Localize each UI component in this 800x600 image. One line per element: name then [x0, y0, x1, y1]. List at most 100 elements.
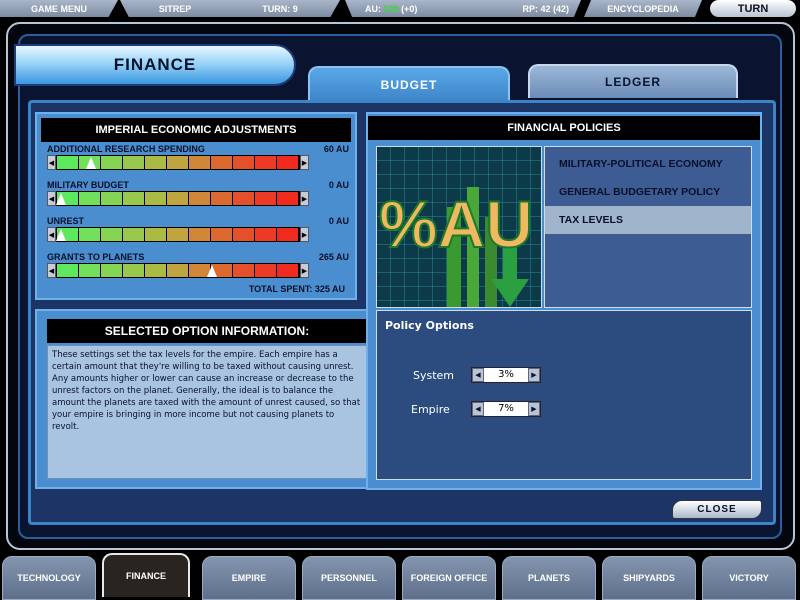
- nav-tab-shipyards[interactable]: SHIPYARDS: [602, 556, 696, 600]
- slider-segment: [79, 228, 101, 241]
- au-label: AU:: [365, 3, 381, 14]
- slider-left-arrow-icon[interactable]: ◀: [47, 263, 56, 278]
- nav-tab-technology[interactable]: TECHNOLOGY: [2, 556, 96, 600]
- slider-label: MILITARY BUDGET: [47, 180, 129, 190]
- slider-thumb[interactable]: [206, 265, 217, 277]
- slider-segment: [57, 156, 79, 169]
- slider-right-arrow-icon[interactable]: ▶: [300, 263, 309, 278]
- increase-arrow-icon[interactable]: ▶: [528, 402, 540, 416]
- slider-label: GRANTS TO PLANETS: [47, 252, 145, 262]
- policies-header: FINANCIAL POLICIES: [368, 116, 760, 140]
- slider-segment: [255, 228, 277, 241]
- slider-right-arrow-icon[interactable]: ▶: [300, 191, 309, 206]
- slider-segment: [233, 156, 255, 169]
- slider-segment: [277, 264, 299, 277]
- slider-segment: [211, 192, 233, 205]
- slider-segment: [167, 228, 189, 241]
- budget-slider[interactable]: ◀ ▶: [47, 227, 309, 242]
- system-tax-spinner[interactable]: ◀ 3% ▶: [471, 367, 541, 383]
- policy-item-general-budgetary-policy[interactable]: GENERAL BUDGETARY POLICY: [559, 186, 721, 198]
- slider-segment: [145, 264, 167, 277]
- slider-label: ADDITIONAL RESEARCH SPENDING: [47, 144, 205, 154]
- financial-policies-panel: FINANCIAL POLICIES %AU MILITARY-POLITICA…: [366, 112, 762, 490]
- slider-left-arrow-icon[interactable]: ◀: [47, 155, 56, 170]
- slider-segment: [123, 192, 145, 205]
- end-turn-button[interactable]: TURN: [710, 0, 796, 17]
- selected-option-panel: SELECTED OPTION INFORMATION: These setti…: [35, 309, 371, 489]
- slider-track[interactable]: [56, 227, 300, 242]
- selected-option-header: SELECTED OPTION INFORMATION:: [47, 319, 367, 343]
- game-menu-button[interactable]: GAME MENU: [0, 0, 118, 17]
- slider-segment: [123, 156, 145, 169]
- slider-segment: [277, 156, 299, 169]
- empire-tax-spinner[interactable]: ◀ 7% ▶: [471, 401, 541, 417]
- slider-segment: [233, 192, 255, 205]
- nav-tab-empire[interactable]: EMPIRE: [202, 556, 296, 600]
- slider-segment: [211, 156, 233, 169]
- tab-budget[interactable]: BUDGET: [308, 66, 510, 102]
- budget-slider[interactable]: ◀ ▶: [47, 263, 309, 278]
- slider-segment: [101, 228, 123, 241]
- nav-tab-personnel[interactable]: PERSONNEL: [302, 556, 396, 600]
- total-spent: TOTAL SPENT: 325 AU: [248, 284, 345, 294]
- nav-tab-foreign-office[interactable]: FOREIGN OFFICE: [402, 556, 496, 600]
- slider-segment: [79, 192, 101, 205]
- slider-track[interactable]: [56, 191, 300, 206]
- page-title: FINANCE: [14, 44, 296, 86]
- slider-left-arrow-icon[interactable]: ◀: [47, 191, 56, 206]
- sitrep-button[interactable]: SITREP: [120, 0, 230, 17]
- system-tax-value: 3%: [498, 369, 514, 380]
- slider-segment: [79, 264, 101, 277]
- slider-thumb[interactable]: [56, 193, 66, 205]
- increase-arrow-icon[interactable]: ▶: [528, 368, 540, 382]
- nav-tab-planets[interactable]: PLANETS: [502, 556, 596, 600]
- slider-segment: [145, 228, 167, 241]
- slider-segment: [167, 192, 189, 205]
- adjustments-header: IMPERIAL ECONOMIC ADJUSTMENTS: [41, 118, 351, 142]
- slider-segment: [101, 156, 123, 169]
- encyclopedia-button[interactable]: ENCYCLOPEDIA: [584, 0, 702, 17]
- slider-segment: [101, 192, 123, 205]
- slider-right-arrow-icon[interactable]: ▶: [300, 155, 309, 170]
- slider-value: 265 AU: [318, 252, 349, 262]
- slider-segment: [101, 264, 123, 277]
- policy-item-tax-levels[interactable]: TAX LEVELS: [545, 206, 751, 234]
- finance-illustration: %AU: [376, 146, 542, 308]
- budget-slider[interactable]: ◀ ▶: [47, 155, 309, 170]
- economic-adjustments-panel: IMPERIAL ECONOMIC ADJUSTMENTS ADDITIONAL…: [35, 112, 357, 300]
- policy-item-military-political-economy[interactable]: MILITARY-POLITICAL ECONOMY: [559, 158, 723, 170]
- slider-thumb[interactable]: [56, 229, 66, 241]
- slider-segment: [255, 192, 277, 205]
- option-description: These settings set the tax levels for th…: [47, 345, 367, 479]
- slider-right-arrow-icon[interactable]: ▶: [300, 227, 309, 242]
- budget-slider[interactable]: ◀ ▶: [47, 191, 309, 206]
- tab-ledger[interactable]: LEDGER: [528, 64, 738, 98]
- slider-segment: [145, 192, 167, 205]
- close-button[interactable]: CLOSE: [672, 500, 762, 519]
- slider-segment: [123, 228, 145, 241]
- slider-value: 60 AU: [323, 144, 349, 154]
- empire-label: Empire: [411, 403, 450, 416]
- slider-label: UNREST: [47, 216, 85, 226]
- slider-track[interactable]: [56, 263, 300, 278]
- policy-options-title: Policy Options: [385, 319, 474, 332]
- slider-thumb[interactable]: [85, 157, 96, 169]
- slider-segment: [277, 192, 299, 205]
- slider-segment: [167, 264, 189, 277]
- decrease-arrow-icon[interactable]: ◀: [472, 368, 484, 382]
- nav-tab-finance[interactable]: FINANCE: [102, 553, 190, 597]
- nav-tab-victory[interactable]: VICTORY: [702, 556, 796, 600]
- policy-options-area: Policy Options System ◀ 3% ▶ Empire ◀ 7% ▶: [376, 310, 752, 480]
- percent-au-chart-icon: %AU: [377, 147, 541, 307]
- slider-value: 0 AU: [328, 180, 349, 190]
- slider-segment: [233, 228, 255, 241]
- slider-segment: [123, 264, 145, 277]
- au-delta: (+0): [401, 3, 418, 14]
- slider-left-arrow-icon[interactable]: ◀: [47, 227, 56, 242]
- slider-segment: [167, 156, 189, 169]
- slider-track[interactable]: [56, 155, 300, 170]
- slider-segment: [189, 156, 211, 169]
- rp-readout: RP: 42 (42): [522, 3, 569, 14]
- decrease-arrow-icon[interactable]: ◀: [472, 402, 484, 416]
- slider-segment: [189, 228, 211, 241]
